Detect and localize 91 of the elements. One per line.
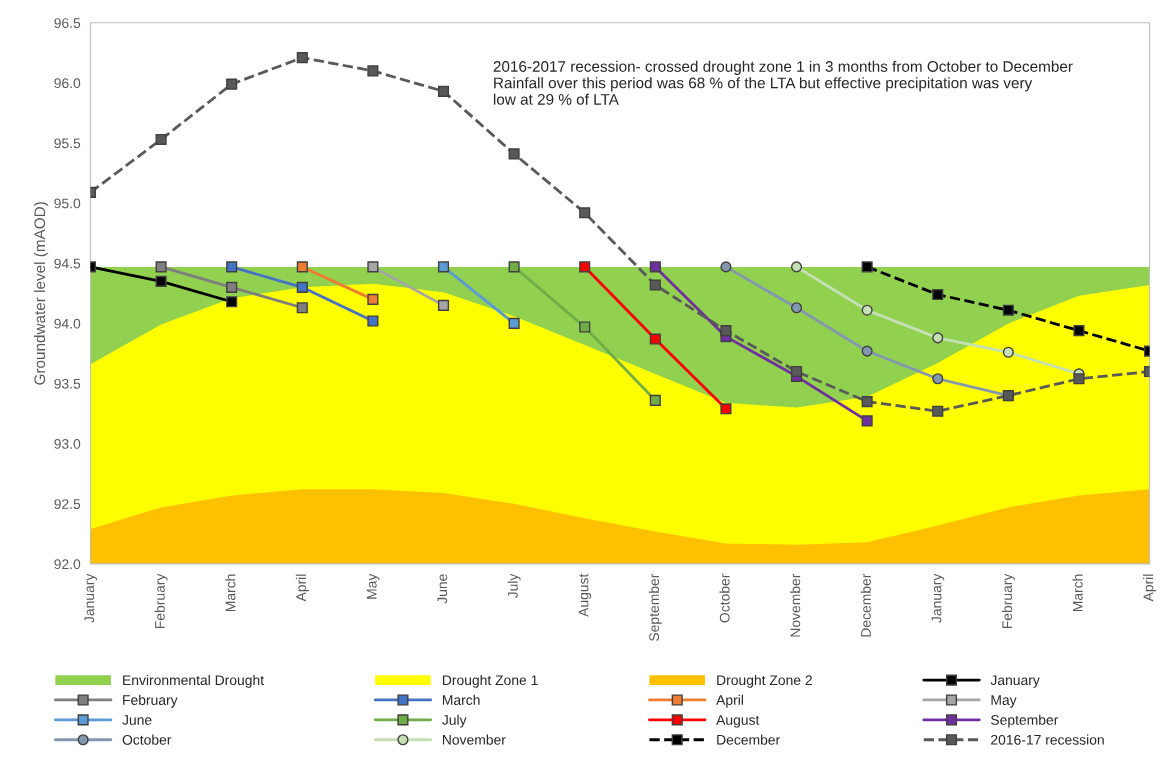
legend-label: June [122, 715, 152, 725]
point [1073, 325, 1085, 337]
legend-label: September [991, 714, 1059, 728]
point [296, 52, 308, 64]
y-tick-label: 94.5 [54, 258, 81, 269]
point [367, 261, 379, 273]
point [649, 261, 661, 273]
point [579, 261, 591, 273]
point [861, 304, 873, 316]
legend-label: May [991, 695, 1017, 708]
legend-label: July [442, 714, 467, 728]
x-tick-label: November [790, 573, 801, 637]
x-tick-label: December [860, 573, 871, 637]
point [649, 333, 661, 345]
legend-label: Environmental Drought [123, 674, 264, 688]
point [226, 261, 238, 273]
legend-label: April [716, 694, 743, 708]
point [861, 415, 873, 427]
point [155, 261, 167, 273]
legend-label: January [990, 675, 1040, 688]
point [296, 261, 308, 273]
point [437, 85, 450, 97]
x-tick-label: February [1001, 573, 1015, 629]
x-tick-label: January [84, 573, 97, 623]
y-axis-title: Groundwater level (mAOD) [33, 202, 49, 385]
legend-label: March [442, 694, 480, 705]
y-tick-label: 96.5 [54, 18, 81, 28]
point [861, 396, 873, 408]
point [720, 403, 732, 415]
x-tick-label: September [648, 573, 662, 641]
legend-label: Drought Zone 1 [442, 674, 538, 688]
x-tick-label: May [366, 573, 380, 599]
x-tick-label: August [578, 573, 592, 617]
point [155, 275, 167, 287]
point [932, 405, 944, 417]
point [720, 325, 732, 337]
point [649, 394, 661, 406]
point [579, 321, 591, 333]
x-tick-label: October [719, 573, 730, 623]
legend-label: December [717, 734, 780, 745]
y-tick-label: 96.0 [54, 78, 81, 89]
point [296, 302, 308, 314]
y-tick-label: 95.0 [54, 198, 81, 209]
point [437, 261, 450, 273]
point [226, 281, 238, 293]
legend-label: 2016-17 recession [991, 734, 1104, 745]
x-tick-label: March [1072, 574, 1083, 612]
point [579, 207, 591, 219]
point [226, 78, 238, 90]
point [437, 299, 450, 311]
point [508, 317, 520, 329]
point [367, 293, 379, 305]
y-tick-label: 92.0 [54, 559, 81, 570]
point [367, 315, 379, 327]
y-tick-label: 93.0 [54, 439, 81, 449]
point [367, 65, 379, 77]
point [1073, 373, 1085, 385]
legend-label: February [123, 694, 178, 708]
y-tick-label: 94.0 [54, 318, 81, 329]
point [1002, 346, 1014, 358]
x-tick-label: February [154, 573, 168, 629]
legend-label: Drought Zone 2 [717, 674, 812, 688]
x-tick-label: March [225, 574, 236, 612]
point [649, 279, 661, 291]
point [508, 261, 520, 273]
point [155, 133, 167, 145]
legend-label: October [122, 734, 172, 745]
point [861, 345, 873, 357]
x-tick-label: April [1143, 574, 1157, 602]
point [932, 332, 944, 344]
point [932, 289, 944, 301]
point [790, 261, 803, 273]
annotation: 2016-2017 recession- crossed drought zone 1 in 3 months from October to December Rainfall over this period was 68 % of the LTA but effective precipitation was very low at 29 % of LTA [493, 60, 1073, 105]
legend-label: November [442, 734, 506, 745]
point [226, 296, 238, 308]
y-tick-label: 95.5 [54, 138, 81, 149]
x-tick-label: July [507, 573, 521, 599]
point [296, 281, 308, 293]
y-tick-label: 92.5 [54, 499, 81, 509]
point [790, 365, 803, 378]
legend-label: August [716, 715, 760, 728]
point [1002, 304, 1014, 316]
point [861, 261, 873, 273]
x-tick-label: January [931, 573, 945, 623]
point [720, 261, 732, 273]
point [508, 148, 520, 160]
x-tick-label: June [437, 574, 448, 604]
point [932, 373, 944, 385]
y-tick-label: 93.5 [54, 378, 81, 389]
point [790, 302, 803, 314]
x-tick-label: April [295, 574, 309, 602]
